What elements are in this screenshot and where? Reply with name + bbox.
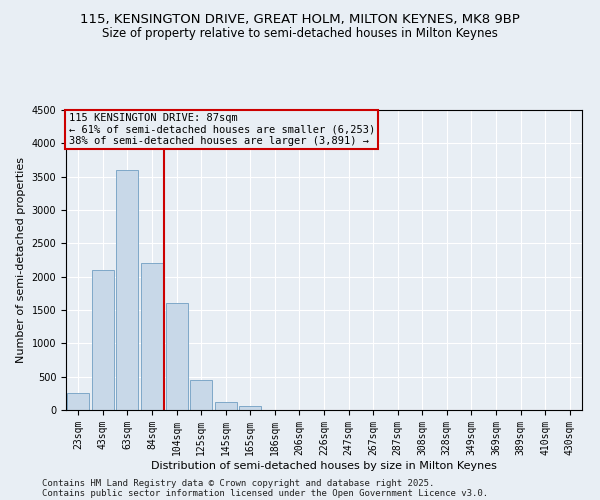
X-axis label: Distribution of semi-detached houses by size in Milton Keynes: Distribution of semi-detached houses by … — [151, 460, 497, 470]
Y-axis label: Number of semi-detached properties: Number of semi-detached properties — [16, 157, 26, 363]
Bar — [141, 264, 163, 410]
Bar — [190, 380, 212, 410]
Text: 115 KENSINGTON DRIVE: 87sqm
← 61% of semi-detached houses are smaller (6,253)
38: 115 KENSINGTON DRIVE: 87sqm ← 61% of sem… — [68, 113, 375, 146]
Bar — [166, 304, 188, 410]
Text: Contains HM Land Registry data © Crown copyright and database right 2025.: Contains HM Land Registry data © Crown c… — [42, 478, 434, 488]
Bar — [67, 394, 89, 410]
Bar — [215, 402, 237, 410]
Text: Contains public sector information licensed under the Open Government Licence v3: Contains public sector information licen… — [42, 488, 488, 498]
Bar — [116, 170, 139, 410]
Text: 115, KENSINGTON DRIVE, GREAT HOLM, MILTON KEYNES, MK8 9BP: 115, KENSINGTON DRIVE, GREAT HOLM, MILTO… — [80, 12, 520, 26]
Bar — [239, 406, 262, 410]
Text: Size of property relative to semi-detached houses in Milton Keynes: Size of property relative to semi-detach… — [102, 28, 498, 40]
Bar — [92, 270, 114, 410]
